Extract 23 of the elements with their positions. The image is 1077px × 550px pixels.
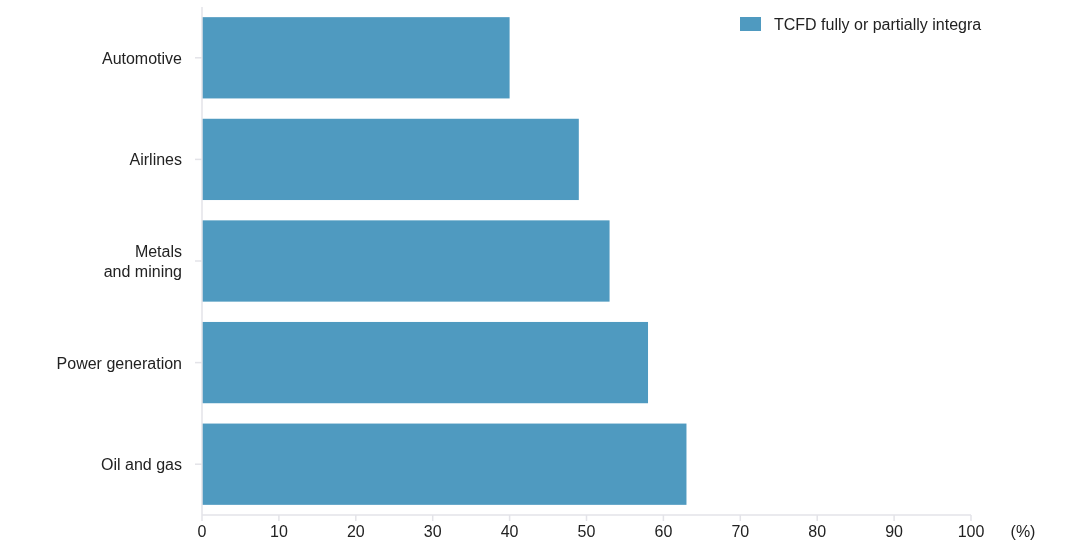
legend-label: TCFD fully or partially integra bbox=[774, 15, 982, 33]
x-tick-label: 40 bbox=[500, 523, 519, 540]
bar bbox=[202, 118, 579, 201]
bar bbox=[202, 423, 687, 505]
bar bbox=[202, 321, 649, 404]
y-tick-label: Power generation bbox=[56, 354, 182, 372]
bar bbox=[202, 17, 510, 99]
x-axis-title: (%) bbox=[1010, 523, 1036, 540]
x-tick-label: 80 bbox=[808, 523, 827, 540]
x-tick-label: 10 bbox=[270, 523, 288, 540]
y-tick-label: Airlines bbox=[129, 150, 182, 168]
y-tick-label: Metals and mining bbox=[103, 242, 182, 280]
x-tick-label: 90 bbox=[885, 523, 904, 540]
x-tick-label: 0 bbox=[197, 523, 207, 540]
y-tick-label: Oil and gas bbox=[101, 455, 182, 473]
x-tick-label: 20 bbox=[346, 523, 365, 540]
x-tick-label: 100 bbox=[957, 523, 985, 540]
bar bbox=[202, 220, 610, 302]
x-tick-label: 50 bbox=[577, 523, 596, 540]
x-tick-label: 70 bbox=[731, 523, 750, 540]
y-tick-label: Automotive bbox=[101, 49, 183, 67]
x-tick-label: 60 bbox=[654, 523, 673, 540]
x-tick-label: 30 bbox=[423, 523, 442, 540]
